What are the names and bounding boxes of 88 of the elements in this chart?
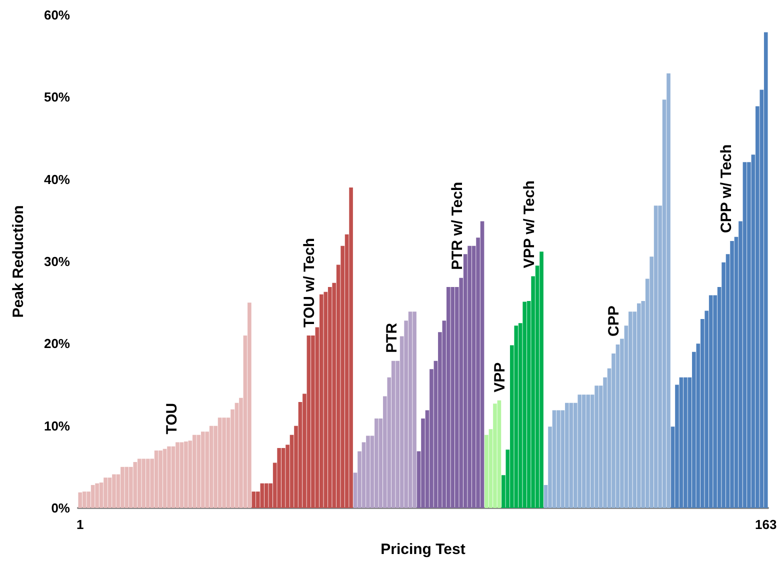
y-tick-label: 60% bbox=[44, 8, 70, 22]
bar bbox=[328, 286, 332, 508]
y-tick-label: 50% bbox=[44, 90, 70, 105]
bar bbox=[192, 434, 196, 508]
bar bbox=[540, 252, 544, 508]
bar bbox=[209, 426, 214, 508]
bar bbox=[391, 360, 396, 508]
y-tick-label: 10% bbox=[44, 418, 70, 434]
bar bbox=[264, 483, 268, 508]
bar bbox=[586, 394, 590, 508]
bar bbox=[306, 335, 311, 508]
bar bbox=[636, 303, 641, 508]
bar bbox=[108, 478, 112, 508]
bar bbox=[684, 377, 688, 508]
bar bbox=[104, 478, 108, 508]
bar bbox=[412, 312, 416, 508]
bar bbox=[374, 418, 378, 508]
bar bbox=[349, 188, 353, 508]
bar bbox=[180, 442, 184, 508]
text: VPP bbox=[491, 362, 508, 392]
bar bbox=[90, 484, 95, 508]
bar bbox=[281, 448, 286, 508]
bar bbox=[708, 295, 713, 508]
bar bbox=[594, 386, 598, 508]
bar bbox=[480, 221, 484, 508]
bar bbox=[497, 400, 502, 508]
y-axis-title: Peak Reduction bbox=[10, 205, 27, 318]
bar bbox=[176, 442, 180, 508]
text: PTR w/ Tech bbox=[449, 182, 466, 270]
bar bbox=[764, 32, 768, 508]
text: TOU bbox=[163, 402, 180, 434]
x-tick-label: 1 bbox=[76, 517, 84, 532]
bar bbox=[569, 402, 574, 508]
bar bbox=[522, 302, 526, 508]
bar bbox=[137, 458, 142, 508]
bar bbox=[514, 326, 518, 508]
bar bbox=[78, 492, 82, 508]
bar bbox=[366, 436, 370, 508]
x-axis-title: Pricing Test bbox=[380, 541, 466, 558]
bar bbox=[252, 492, 256, 508]
text: CPP bbox=[606, 306, 623, 336]
bar bbox=[408, 312, 412, 508]
bar bbox=[184, 441, 188, 508]
bar bbox=[120, 466, 124, 508]
bar bbox=[82, 492, 86, 508]
text: TOU w/ Tech bbox=[300, 238, 318, 328]
bar bbox=[679, 377, 684, 508]
x-tick-label: 163 bbox=[755, 517, 777, 532]
text: PTR bbox=[383, 322, 400, 353]
bar bbox=[133, 462, 138, 508]
bar bbox=[628, 312, 632, 508]
bar bbox=[154, 450, 158, 508]
bar bbox=[167, 446, 171, 508]
bar bbox=[450, 286, 455, 508]
bar bbox=[162, 448, 167, 508]
bar bbox=[248, 302, 252, 508]
text: VPP w/ Tech bbox=[520, 180, 538, 268]
bar bbox=[468, 246, 472, 508]
bar bbox=[171, 446, 176, 508]
bar bbox=[260, 483, 264, 508]
bar bbox=[277, 448, 281, 508]
bar bbox=[654, 206, 658, 508]
bar bbox=[95, 483, 99, 508]
y-tick-label: 40% bbox=[44, 172, 70, 187]
y-tick-label: 30% bbox=[44, 254, 70, 269]
y-tick-label: 20% bbox=[44, 336, 70, 352]
bar bbox=[196, 434, 201, 508]
bar bbox=[552, 410, 556, 508]
bar bbox=[730, 240, 734, 508]
bar bbox=[556, 410, 560, 508]
y-tick-label: 0% bbox=[51, 500, 70, 516]
bar bbox=[200, 432, 205, 508]
bar bbox=[112, 474, 116, 508]
bar bbox=[582, 394, 586, 508]
bar bbox=[742, 162, 747, 508]
text: CPP w/ Tech bbox=[718, 144, 735, 233]
bar bbox=[666, 73, 670, 508]
bar bbox=[493, 404, 497, 508]
bar bbox=[578, 394, 582, 508]
bar bbox=[565, 402, 569, 508]
bar bbox=[218, 418, 222, 508]
bar bbox=[142, 458, 146, 508]
bar bbox=[124, 466, 129, 508]
bar bbox=[446, 286, 450, 508]
bar bbox=[222, 418, 226, 508]
bar bbox=[320, 294, 324, 508]
bar bbox=[146, 458, 150, 508]
bar bbox=[158, 450, 162, 508]
